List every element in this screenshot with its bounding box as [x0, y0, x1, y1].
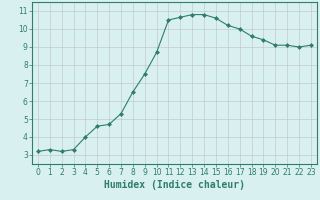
X-axis label: Humidex (Indice chaleur): Humidex (Indice chaleur) — [104, 180, 245, 190]
